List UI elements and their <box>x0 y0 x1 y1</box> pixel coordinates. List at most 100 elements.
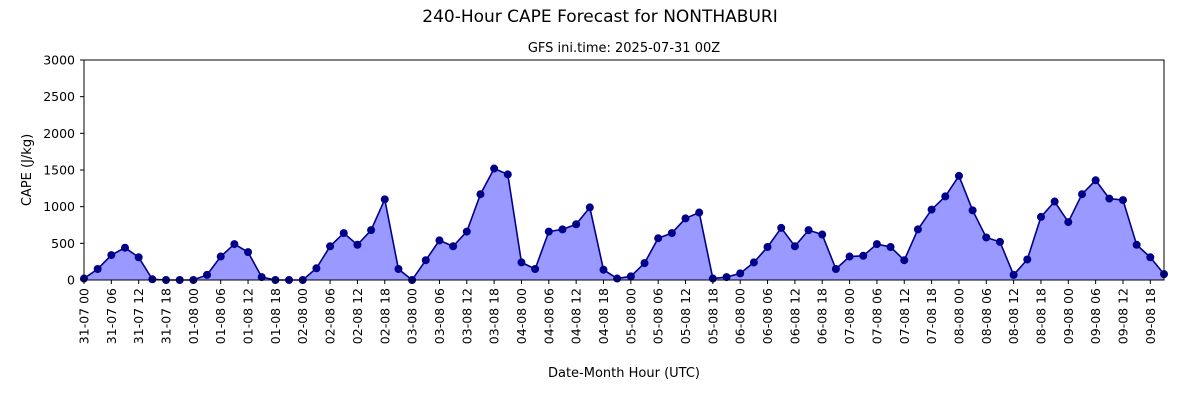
x-tick-label: 06-08 12 <box>787 288 802 344</box>
cape-point <box>626 272 635 281</box>
chart-title: 240-Hour CAPE Forecast for NONTHABURI <box>422 7 778 27</box>
x-tick-label: 02-08 12 <box>350 288 365 344</box>
x-tick-label: 01-08 18 <box>268 288 283 344</box>
cape-point <box>1077 190 1086 199</box>
cape-point <box>531 265 540 273</box>
x-tick-label: 05-08 12 <box>678 288 693 344</box>
y-tick-label: 1500 <box>43 163 75 178</box>
cape-point <box>435 236 444 245</box>
cape-point <box>93 265 102 273</box>
cape-point <box>490 164 499 173</box>
x-tick-label: 31-07 06 <box>104 288 119 344</box>
cape-point <box>326 242 335 251</box>
x-tick-label: 06-08 00 <box>733 288 748 344</box>
cape-point <box>148 275 157 284</box>
x-tick-label: 07-08 18 <box>924 288 939 344</box>
x-tick-label: 03-08 12 <box>459 288 474 344</box>
cape-point <box>230 240 239 249</box>
cape-point <box>1050 197 1059 206</box>
cape-point <box>667 229 676 238</box>
cape-point <box>818 230 827 239</box>
cape-point <box>421 256 430 265</box>
x-tick-label: 09-08 18 <box>1143 288 1158 344</box>
cape-point <box>941 192 950 201</box>
x-tick-label: 31-07 00 <box>77 288 92 344</box>
x-tick-label: 05-08 06 <box>651 288 666 344</box>
x-tick-label: 01-08 06 <box>213 288 228 344</box>
x-tick-label: 08-08 00 <box>951 288 966 344</box>
x-tick-label: 03-08 18 <box>487 288 502 344</box>
y-tick-label: 2000 <box>43 126 75 141</box>
x-tick-label: 08-08 06 <box>979 288 994 344</box>
cape-point <box>449 242 458 251</box>
x-tick-label: 09-08 06 <box>1088 288 1103 344</box>
cape-point <box>244 248 253 257</box>
x-tick-label: 08-08 12 <box>1006 288 1021 344</box>
x-tick-label: 06-08 18 <box>815 288 830 344</box>
cape-point <box>654 234 663 243</box>
plot-area: 0 500 1000 1500 2000 2500 3000 31-07 00 31-07 06… <box>43 53 1168 344</box>
cape-point <box>927 205 936 214</box>
cape-point <box>790 242 799 251</box>
cape-point <box>599 265 608 274</box>
cape-area-fill <box>84 168 1164 280</box>
cape-point <box>954 171 963 180</box>
cape-point <box>804 226 813 235</box>
y-tick-label: 0 <box>67 273 75 288</box>
cape-point <box>736 269 745 278</box>
cape-point <box>681 214 690 223</box>
x-tick-label: 03-08 00 <box>405 288 420 344</box>
cape-point <box>913 225 922 234</box>
cape-point <box>1036 212 1045 221</box>
y-tick-label: 1000 <box>43 199 75 214</box>
x-tick-label: 01-08 12 <box>241 288 256 344</box>
x-tick-label: 02-08 00 <box>295 288 310 344</box>
cape-point <box>1009 270 1018 279</box>
cape-point <box>1105 194 1114 203</box>
cape-point <box>476 190 485 199</box>
cape-point <box>380 195 389 204</box>
y-tick-label: 500 <box>51 236 75 251</box>
cape-point <box>1091 176 1100 185</box>
y-tick-label: 2500 <box>43 89 75 104</box>
cape-point <box>203 270 212 279</box>
cape-point <box>995 237 1004 246</box>
cape-point <box>640 259 649 268</box>
cape-point <box>312 264 321 273</box>
x-tick-label: 06-08 06 <box>760 288 775 344</box>
x-tick-label: 01-08 00 <box>186 288 201 344</box>
x-tick-label: 09-08 12 <box>1115 288 1130 344</box>
cape-point <box>722 273 731 282</box>
chart-subtitle: GFS ini.time: 2025-07-31 00Z <box>528 41 720 56</box>
cape-point <box>394 265 403 273</box>
x-tick-label: 02-08 06 <box>323 288 338 344</box>
cape-point <box>134 253 143 262</box>
cape-point <box>982 233 991 242</box>
cape-point <box>900 256 909 265</box>
cape-point <box>353 240 362 249</box>
x-tick-label: 31-07 12 <box>131 288 146 344</box>
cape-point <box>763 243 772 251</box>
x-tick-label: 02-08 18 <box>377 288 392 344</box>
cape-point <box>886 243 895 251</box>
cape-point <box>968 206 977 215</box>
cape-point <box>257 273 266 282</box>
cape-point <box>558 225 567 234</box>
cape-point <box>1064 218 1073 227</box>
cape-point <box>517 258 526 267</box>
cape-point <box>613 274 622 283</box>
cape-point <box>695 208 704 217</box>
cape-point <box>1132 240 1141 249</box>
cape-point <box>859 251 868 260</box>
x-tick-label: 07-08 12 <box>897 288 912 344</box>
cape-point <box>339 229 348 238</box>
cape-point <box>708 274 717 283</box>
cape-point <box>462 227 471 236</box>
cape-point <box>1118 196 1127 205</box>
cape-point <box>845 252 854 261</box>
x-tick-label: 07-08 00 <box>842 288 857 344</box>
x-tick-label: 04-08 18 <box>596 288 611 344</box>
cape-point <box>777 223 786 232</box>
x-tick-label: 08-08 18 <box>1033 288 1048 344</box>
